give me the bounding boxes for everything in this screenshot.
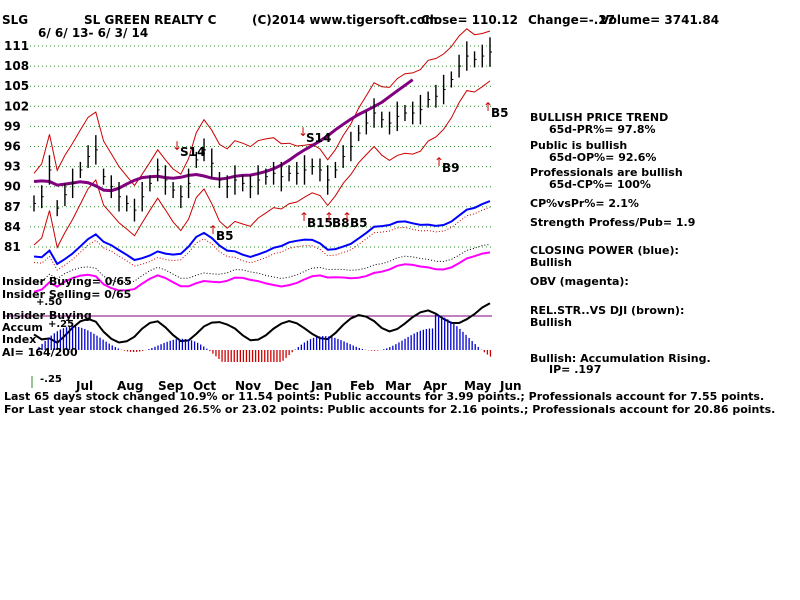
signal-arrow: ↑: [299, 210, 309, 224]
accum-plus25: +.25: [48, 319, 75, 330]
accum-label: Accum: [2, 321, 43, 334]
y-tick-label: 87: [4, 200, 21, 214]
closing-power-label: CLOSING POWER (blue):: [530, 244, 679, 257]
signal-label: S14: [306, 131, 331, 145]
insider-selling: Insider Selling= 0/65: [2, 288, 132, 301]
x-tick-label: May: [464, 379, 492, 393]
index-label: Index: [2, 333, 37, 346]
ip-value: IP= .197: [549, 363, 602, 376]
moving-average-line: [33, 78, 414, 193]
y-tick-label: 84: [4, 220, 21, 234]
x-tick-label: Aug: [117, 379, 143, 393]
cp-vs-pr: CP%vsPr%= 2.1%: [530, 197, 639, 210]
company-name: SL GREEN REALTY C: [84, 13, 217, 27]
x-tick-label: Oct: [193, 379, 216, 393]
price-change: Change=-.27: [528, 13, 616, 27]
x-tick-label: Mar: [385, 379, 411, 393]
signal-arrow: ↓: [298, 125, 308, 139]
signal-arrow: ↑: [434, 155, 444, 169]
accumulation-label: Bullish: Accumulation Rising.: [530, 352, 711, 365]
y-tick-label: 93: [4, 160, 21, 174]
professionals-title: Professionals are bullish: [530, 166, 683, 179]
date-range: 6/ 6/ 13- 6/ 3/ 14: [38, 26, 149, 40]
x-tick-label: Jun: [499, 379, 522, 393]
closing-power-line: [33, 200, 491, 266]
y-tick-label: 111: [4, 39, 29, 53]
signal-label: B9: [442, 161, 460, 175]
upper-band: [33, 28, 491, 187]
trend-pr: 65d-PR%= 97.8%: [549, 123, 656, 136]
closing-power-ma: [33, 206, 491, 271]
y-tick-label: 96: [4, 140, 21, 154]
insider-buying-2: Insider Buying: [2, 309, 92, 322]
rel-strength-line: [33, 302, 491, 345]
closing-power-state: Bullish: [530, 256, 572, 269]
signal-arrow: ↑: [342, 210, 352, 224]
signal-arrow: ↑: [324, 210, 334, 224]
strength-ratio: Strength Profess/Pub= 1.9: [530, 216, 696, 229]
obv-ma: [33, 243, 491, 285]
public-title: Public is bullish: [530, 139, 628, 152]
y-tick-label: 90: [4, 180, 21, 194]
signal-label: B15: [307, 216, 333, 230]
relstr-label: REL.STR..VS DJI (brown):: [530, 304, 685, 317]
x-tick-label: Jul: [75, 379, 93, 393]
public-op: 65d-OP%= 92.6%: [549, 151, 657, 164]
relstr-state: Bullish: [530, 316, 572, 329]
accum-plus50: +.50: [36, 297, 63, 308]
signal-label: B5: [350, 216, 368, 230]
y-tick-label: 81: [4, 240, 21, 254]
y-tick-label: 105: [4, 79, 29, 93]
y-tick-label: 102: [4, 99, 29, 113]
symbol: SLG: [2, 13, 29, 27]
trend-title: BULLISH PRICE TREND: [530, 111, 669, 124]
x-tick-label: Dec: [274, 379, 299, 393]
x-tick-label: Apr: [423, 379, 447, 393]
signal-label: S14: [180, 145, 205, 159]
copyright: (C)2014 www.tigersoft.com: [252, 13, 438, 27]
close-price: Close= 110.12: [421, 13, 518, 27]
signal-label: B8: [332, 216, 350, 230]
x-tick-label: Feb: [350, 379, 375, 393]
footer-year: For Last year stock changed 26.5% or 23.…: [4, 403, 776, 416]
x-tick-label: Nov: [235, 379, 261, 393]
obv-line: [33, 251, 491, 293]
y-tick-label: 99: [4, 119, 21, 133]
insider-buying: Insider Buying= 0/65: [2, 275, 132, 288]
accum-minus25: -.25: [40, 374, 62, 385]
y-tick-label: 108: [4, 59, 29, 73]
signal-label: B5: [216, 229, 234, 243]
professionals-cp: 65d-CP%= 100%: [549, 178, 651, 191]
signal-arrow: ↓: [172, 139, 182, 153]
signal-arrow: ↑: [208, 223, 218, 237]
lower-band: [33, 80, 491, 249]
obv-label: OBV (magenta):: [530, 275, 629, 288]
signal-arrow: ↑: [483, 100, 493, 114]
footer-65-day: Last 65 days stock changed 10.9% or 11.5…: [4, 390, 765, 403]
ai-value: AI= 164/200: [2, 346, 78, 359]
volume: Volume= 3741.84: [600, 13, 720, 27]
x-tick-label: Sep: [158, 379, 184, 393]
signal-label: B5: [491, 106, 509, 120]
x-tick-label: Jan: [310, 379, 332, 393]
